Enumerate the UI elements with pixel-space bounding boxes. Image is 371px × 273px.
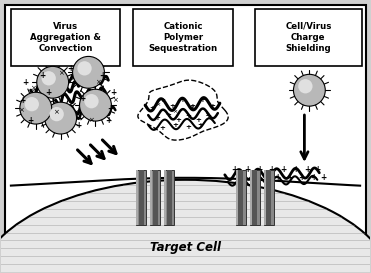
- Text: ×: ×: [88, 117, 93, 123]
- Circle shape: [49, 107, 64, 121]
- Text: +: +: [79, 94, 86, 103]
- Circle shape: [79, 89, 111, 121]
- Ellipse shape: [0, 180, 371, 273]
- Text: Cationic
Polymer
Sequestration: Cationic Polymer Sequestration: [148, 22, 217, 53]
- Text: Cell/Virus
Charge
Shielding: Cell/Virus Charge Shielding: [285, 22, 332, 53]
- Text: +: +: [185, 113, 191, 119]
- Text: +: +: [46, 88, 52, 97]
- Text: +: +: [298, 173, 305, 182]
- Text: +: +: [314, 165, 321, 174]
- Text: +: +: [275, 173, 280, 182]
- Text: +: +: [205, 113, 211, 119]
- Text: +: +: [269, 165, 275, 174]
- Text: ×: ×: [112, 97, 118, 103]
- Text: +: +: [169, 103, 175, 109]
- Bar: [236, 170, 246, 225]
- Text: +: +: [28, 115, 34, 124]
- Text: +: +: [68, 64, 74, 73]
- Bar: [236, 170, 238, 225]
- Bar: [139, 170, 144, 225]
- Circle shape: [45, 102, 76, 134]
- Bar: [266, 170, 271, 225]
- Text: ×: ×: [95, 79, 101, 85]
- Text: +: +: [250, 173, 257, 182]
- Bar: [136, 170, 138, 225]
- Text: Target Cell: Target Cell: [150, 241, 220, 254]
- Text: +: +: [40, 71, 46, 80]
- Bar: [264, 170, 266, 225]
- Circle shape: [293, 74, 325, 106]
- Circle shape: [37, 66, 69, 98]
- Circle shape: [84, 94, 99, 108]
- Circle shape: [298, 79, 312, 93]
- Bar: [11, 9, 120, 66]
- Text: +: +: [175, 117, 181, 123]
- Text: +: +: [286, 173, 293, 182]
- Text: ×: ×: [58, 70, 63, 76]
- Text: ×: ×: [189, 106, 195, 111]
- Text: +: +: [320, 173, 326, 182]
- Text: +: +: [20, 96, 26, 105]
- Text: +: +: [197, 122, 203, 128]
- Text: +: +: [179, 97, 185, 103]
- Text: +: +: [99, 71, 106, 80]
- Bar: [167, 170, 171, 225]
- Circle shape: [73, 57, 104, 88]
- Text: +: +: [304, 165, 311, 174]
- Text: +: +: [292, 165, 299, 174]
- Text: +: +: [237, 173, 244, 182]
- Text: +: +: [280, 165, 287, 174]
- Text: +: +: [209, 103, 215, 109]
- Text: ×: ×: [173, 110, 178, 115]
- Bar: [250, 170, 252, 225]
- Text: +: +: [232, 165, 238, 174]
- Text: +: +: [23, 78, 29, 87]
- Text: +: +: [244, 165, 251, 174]
- Circle shape: [77, 61, 92, 76]
- Text: +: +: [256, 165, 263, 174]
- Text: ×: ×: [204, 112, 210, 118]
- Text: Virus
Aggregation &
Convection: Virus Aggregation & Convection: [30, 22, 101, 53]
- Polygon shape: [138, 80, 228, 140]
- Text: +: +: [199, 97, 205, 103]
- Text: +: +: [195, 117, 201, 123]
- Circle shape: [24, 97, 39, 111]
- Bar: [150, 170, 160, 225]
- Bar: [252, 170, 257, 225]
- Text: +: +: [105, 115, 112, 124]
- Text: ×: ×: [30, 85, 36, 91]
- Bar: [238, 170, 243, 225]
- Text: ×: ×: [155, 103, 161, 108]
- Bar: [255, 9, 362, 66]
- Bar: [136, 170, 146, 225]
- Text: +: +: [172, 122, 178, 128]
- Text: +: +: [310, 173, 316, 182]
- Bar: [264, 170, 273, 225]
- Text: +: +: [165, 112, 171, 118]
- Text: +: +: [75, 121, 82, 130]
- Text: +: +: [107, 104, 114, 113]
- Text: +: +: [189, 103, 195, 109]
- Text: +: +: [159, 125, 165, 131]
- Text: +: +: [262, 173, 269, 182]
- Circle shape: [42, 71, 56, 85]
- Bar: [164, 170, 166, 225]
- Bar: [133, 9, 233, 66]
- Text: ×: ×: [18, 107, 24, 113]
- Text: +: +: [159, 97, 165, 103]
- Text: +: +: [149, 105, 155, 111]
- Text: +: +: [154, 115, 160, 121]
- Bar: [150, 170, 152, 225]
- Text: +: +: [185, 124, 191, 130]
- Bar: [164, 170, 174, 225]
- Circle shape: [20, 92, 52, 124]
- Bar: [250, 170, 260, 225]
- Text: ×: ×: [53, 109, 59, 115]
- Bar: [153, 170, 158, 225]
- Text: +: +: [110, 88, 116, 97]
